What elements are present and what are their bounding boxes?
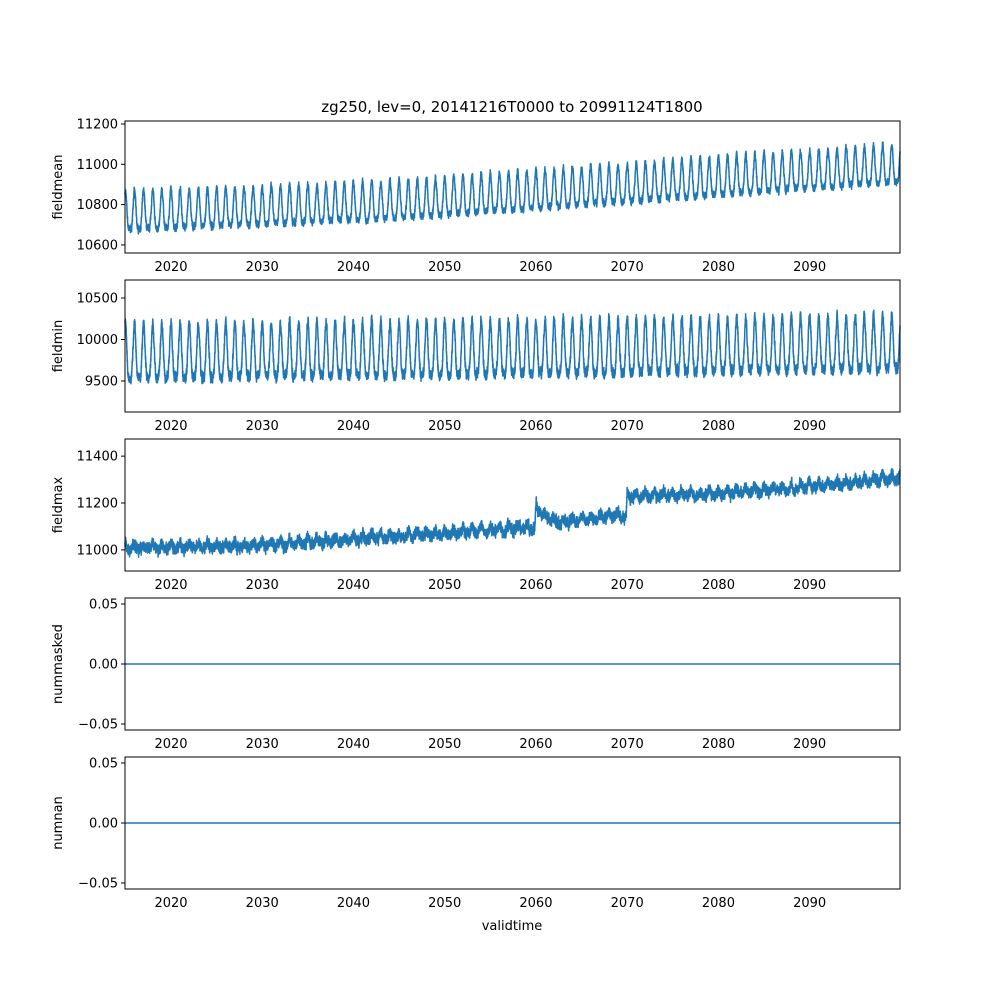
y-tick-label: 10500 xyxy=(77,292,118,307)
x-tick-label: 2090 xyxy=(793,578,826,593)
x-tick-label: 2050 xyxy=(428,737,461,752)
y-tick-label: 0.05 xyxy=(89,598,118,613)
x-tick-label: 2020 xyxy=(154,737,187,752)
x-tick-label: 2040 xyxy=(337,896,370,911)
y-tick-label: 10600 xyxy=(77,238,118,253)
x-tick-label: 2080 xyxy=(702,896,735,911)
y-tick-label: −0.05 xyxy=(78,718,118,733)
x-tick-label: 2030 xyxy=(246,737,279,752)
x-tick-label: 2080 xyxy=(702,260,735,275)
x-tick-label: 2020 xyxy=(154,896,187,911)
x-tick-label: 2080 xyxy=(702,419,735,434)
y-tick-label: 0.00 xyxy=(89,817,118,832)
series-line-fieldmean xyxy=(124,141,901,235)
series-line-fieldmax xyxy=(124,467,901,559)
y-axis-label: fieldmin xyxy=(51,320,66,373)
y-tick-label: 11000 xyxy=(77,158,118,173)
y-tick-label: 11400 xyxy=(77,450,118,465)
axes-frame-fieldmin xyxy=(124,279,901,413)
y-tick-label: 11000 xyxy=(77,543,118,558)
x-tick-label: 2020 xyxy=(154,578,187,593)
x-tick-label: 2070 xyxy=(611,896,644,911)
axes-frame-fieldmax xyxy=(124,438,901,572)
x-tick-label: 2090 xyxy=(793,419,826,434)
y-tick-label: 9500 xyxy=(85,374,118,389)
chart-title: zg250, lev=0, 20141216T0000 to 20991124T… xyxy=(321,98,702,116)
x-tick-label: 2080 xyxy=(702,737,735,752)
x-tick-label: 2070 xyxy=(611,260,644,275)
x-tick-label: 2020 xyxy=(154,419,187,434)
y-axis-label: nummasked xyxy=(51,624,66,704)
x-tick-label: 2060 xyxy=(519,260,552,275)
x-axis-label: validtime xyxy=(482,919,543,934)
x-tick-label: 2060 xyxy=(519,578,552,593)
x-tick-label: 2090 xyxy=(793,260,826,275)
y-tick-label: 10000 xyxy=(77,333,118,348)
x-tick-label: 2070 xyxy=(611,737,644,752)
x-tick-label: 2070 xyxy=(611,419,644,434)
y-tick-label: −0.05 xyxy=(78,877,118,892)
axes-frame-fieldmean xyxy=(124,120,901,254)
y-tick-label: 0.05 xyxy=(89,757,118,772)
y-tick-label: 0.00 xyxy=(89,658,118,673)
y-axis-label: fieldmax xyxy=(51,477,66,534)
y-tick-label: 11200 xyxy=(77,118,118,133)
x-tick-label: 2050 xyxy=(428,419,461,434)
x-tick-label: 2030 xyxy=(246,260,279,275)
y-tick-label: 11200 xyxy=(77,497,118,512)
x-tick-label: 2030 xyxy=(246,578,279,593)
x-tick-label: 2050 xyxy=(428,578,461,593)
x-tick-label: 2030 xyxy=(246,419,279,434)
y-axis-label: numnan xyxy=(51,796,66,850)
x-tick-label: 2050 xyxy=(428,260,461,275)
x-tick-label: 2040 xyxy=(337,737,370,752)
x-tick-label: 2040 xyxy=(337,260,370,275)
x-tick-label: 2020 xyxy=(154,260,187,275)
x-tick-label: 2040 xyxy=(337,578,370,593)
x-tick-label: 2070 xyxy=(611,578,644,593)
x-tick-label: 2060 xyxy=(519,896,552,911)
x-tick-label: 2080 xyxy=(702,578,735,593)
x-tick-label: 2090 xyxy=(793,737,826,752)
y-axis-label: fieldmean xyxy=(51,155,66,220)
x-tick-label: 2050 xyxy=(428,896,461,911)
series-line-fieldmin xyxy=(124,309,901,385)
y-tick-label: 10800 xyxy=(77,198,118,213)
x-tick-label: 2030 xyxy=(246,896,279,911)
x-tick-label: 2060 xyxy=(519,419,552,434)
x-tick-label: 2060 xyxy=(519,737,552,752)
x-tick-label: 2090 xyxy=(793,896,826,911)
x-tick-label: 2040 xyxy=(337,419,370,434)
